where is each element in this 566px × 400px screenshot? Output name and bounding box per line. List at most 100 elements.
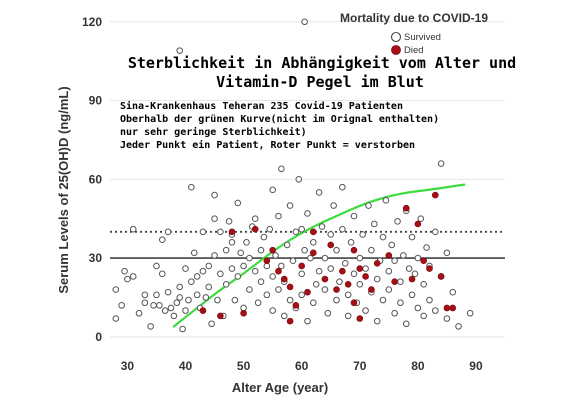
survived-point bbox=[286, 296, 294, 304]
chart-title-line-1: Sterblichkeit in Abhängigkeit vom Alter … bbox=[128, 54, 516, 72]
survived-point bbox=[379, 296, 387, 304]
y-axis-title: Serum Levels of 25(OH)D (ng/mL) bbox=[56, 86, 71, 293]
survived-point bbox=[254, 299, 262, 307]
survived-point bbox=[214, 296, 221, 304]
survived-point bbox=[298, 270, 305, 278]
survived-point bbox=[266, 225, 274, 233]
trend-curve-layer bbox=[172, 183, 466, 328]
died-point bbox=[333, 286, 340, 293]
survived-point bbox=[420, 312, 427, 320]
survived-point bbox=[344, 291, 352, 299]
survived-point bbox=[124, 275, 131, 283]
survived-point bbox=[135, 309, 143, 317]
died-point bbox=[431, 191, 439, 199]
survived-point bbox=[286, 202, 294, 209]
survived-point bbox=[339, 225, 346, 233]
survived-point bbox=[371, 220, 378, 228]
survived-point bbox=[278, 262, 285, 270]
survived-point bbox=[388, 241, 396, 249]
died-point bbox=[408, 275, 416, 283]
survived-point bbox=[199, 228, 207, 236]
died-point bbox=[368, 286, 375, 293]
survived-point bbox=[402, 320, 410, 328]
died-point bbox=[443, 304, 451, 312]
survived-point bbox=[394, 218, 401, 225]
died-point bbox=[402, 204, 410, 212]
survived-point bbox=[150, 302, 157, 309]
survived-point bbox=[147, 323, 154, 330]
survived-point bbox=[193, 273, 201, 280]
survived-point bbox=[251, 267, 259, 275]
survived-point bbox=[280, 312, 288, 320]
survived-point bbox=[263, 291, 271, 299]
survived-point bbox=[408, 233, 416, 241]
survived-point bbox=[437, 160, 445, 167]
died-point bbox=[280, 275, 288, 283]
died-point bbox=[391, 278, 398, 286]
survived-point bbox=[327, 231, 335, 238]
survived-point bbox=[312, 281, 320, 288]
survived-point bbox=[246, 286, 253, 293]
died-point bbox=[327, 241, 335, 249]
annotation-line-4: Jeder Punkt ein Patient, Roter Punkt = v… bbox=[120, 139, 415, 151]
survived-point bbox=[431, 307, 439, 314]
survived-point bbox=[385, 267, 393, 275]
survived-point bbox=[420, 281, 427, 288]
survived-point bbox=[176, 294, 184, 301]
died-point bbox=[339, 267, 346, 275]
survived-point bbox=[188, 183, 195, 191]
survived-point bbox=[414, 304, 422, 312]
y-tick-label: 60 bbox=[89, 172, 103, 186]
survived-point bbox=[228, 239, 236, 246]
survived-point bbox=[307, 254, 314, 262]
died-point bbox=[437, 273, 445, 280]
survived-point bbox=[400, 252, 407, 259]
survived-point bbox=[188, 278, 195, 286]
died-point bbox=[275, 267, 282, 275]
survived-point bbox=[199, 267, 207, 275]
survived-point bbox=[158, 236, 166, 244]
died-point bbox=[217, 312, 224, 320]
survived-point bbox=[295, 176, 303, 183]
survived-point bbox=[222, 246, 230, 254]
survived-point bbox=[260, 233, 268, 241]
legend-died-label: Died bbox=[404, 45, 424, 56]
survived-point bbox=[301, 246, 308, 254]
survived-point bbox=[283, 241, 291, 249]
survived-point bbox=[182, 265, 189, 272]
survived-point bbox=[397, 278, 404, 286]
died-point bbox=[344, 281, 352, 288]
survived-point bbox=[211, 191, 218, 199]
chart-title-line-2: Vitamin-D Pegel im Blut bbox=[216, 73, 424, 91]
died-point bbox=[286, 317, 294, 325]
survived-point bbox=[257, 246, 265, 254]
annotation-line-2: Oberhalb der grünen Kurve(nicht im Orign… bbox=[120, 113, 439, 125]
survived-point bbox=[321, 254, 329, 262]
survived-point bbox=[417, 215, 425, 223]
data-point-layer bbox=[112, 18, 474, 333]
survived-point bbox=[164, 228, 172, 236]
died-point bbox=[449, 304, 457, 312]
died-point bbox=[426, 265, 433, 272]
died-point bbox=[240, 309, 247, 317]
survived-point bbox=[211, 252, 218, 259]
survived-point bbox=[449, 288, 457, 296]
survived-point bbox=[118, 302, 125, 309]
died-point bbox=[385, 252, 393, 259]
survived-point bbox=[164, 288, 172, 296]
survived-point bbox=[176, 47, 184, 54]
survived-point bbox=[112, 315, 120, 322]
survived-point bbox=[304, 210, 311, 217]
died-point bbox=[298, 262, 305, 270]
survived-point bbox=[156, 302, 163, 309]
survived-point bbox=[228, 265, 236, 272]
died-point bbox=[269, 246, 276, 254]
survived-point bbox=[205, 283, 213, 291]
annotation-line-3: nur sehr geringe Sterblichkeit) bbox=[120, 126, 307, 138]
survived-point bbox=[246, 254, 253, 262]
survived-point bbox=[112, 286, 120, 293]
survived-point bbox=[153, 291, 160, 299]
survived-point bbox=[315, 189, 323, 196]
survived-point bbox=[193, 291, 201, 299]
survived-point bbox=[231, 296, 239, 304]
